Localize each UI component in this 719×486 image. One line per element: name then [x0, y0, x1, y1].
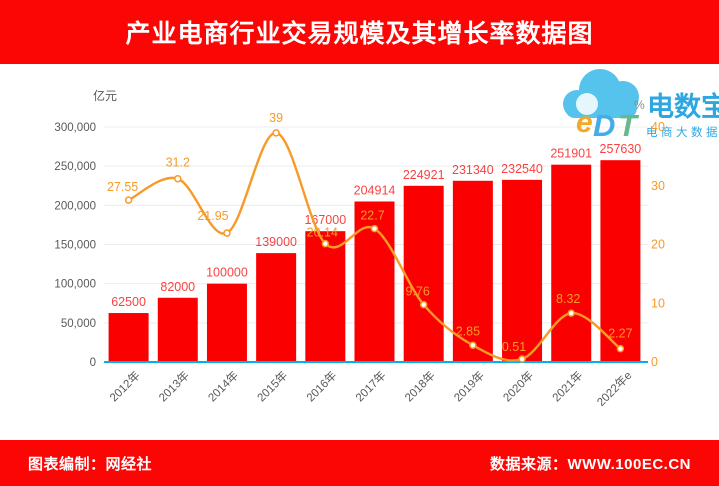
line-marker — [174, 174, 182, 183]
bar — [551, 164, 592, 362]
x-axis-tick-label: 2015年 — [254, 368, 290, 404]
chart-credit: 图表编制：网经社 — [28, 455, 153, 473]
bar — [305, 231, 346, 362]
logo-name-text: 电数宝 — [647, 91, 719, 122]
left-axis-tick-label: 150,000 — [54, 240, 96, 252]
bar-value-label: 251901 — [550, 147, 592, 161]
x-axis-tick-label: 2016年 — [303, 368, 339, 404]
right-axis-tick-label: 40 — [651, 120, 665, 134]
bar — [600, 160, 641, 362]
bar-value-label: 62500 — [111, 295, 146, 309]
x-axis-tick-label: 2021年 — [549, 368, 585, 404]
left-axis-tick-label: 200,000 — [54, 200, 96, 212]
x-axis-tick-label: 2018年 — [402, 368, 438, 404]
left-axis-tick-label: 50,000 — [61, 318, 96, 330]
logo: eDT电数宝电商大数据库 — [563, 69, 719, 143]
line-marker — [567, 309, 575, 317]
line-marker — [419, 300, 428, 309]
footer-bar: 图表编制：网经社 数据来源：WWW.100EC.CN — [0, 440, 719, 486]
right-axis-unit-label: % — [634, 98, 645, 112]
line-marker — [616, 344, 625, 353]
title-bar: 产业电商行业交易规模及其增长率数据图 — [0, 0, 719, 64]
line-marker — [124, 196, 133, 204]
bar — [502, 179, 543, 362]
line-value-label: 9.76 — [406, 285, 430, 299]
bar-value-label: 232540 — [501, 162, 543, 176]
bar — [157, 297, 198, 362]
left-axis-tick-label: 300,000 — [54, 122, 96, 134]
line-value-label: 31.2 — [166, 156, 190, 170]
left-axis-tick-label: 100,000 — [54, 279, 96, 291]
logo-letter-t: T — [618, 108, 640, 143]
left-axis-tick-label: 250,000 — [54, 161, 96, 173]
line-value-label: 20.14 — [307, 226, 338, 240]
line-value-label: 8.32 — [556, 292, 580, 306]
logo-subtitle-text: 电商大数据库 — [646, 125, 719, 139]
bar-value-label: 139000 — [255, 235, 297, 249]
logo-letter-e: e — [576, 106, 593, 139]
right-axis-tick-label: 10 — [651, 296, 665, 310]
x-axis-tick-label: 2022年e — [594, 368, 635, 409]
line-marker — [223, 229, 231, 237]
right-axis-tick-label: 0 — [651, 355, 658, 369]
page-title: 产业电商行业交易规模及其增长率数据图 — [125, 20, 594, 48]
line-marker — [518, 355, 526, 363]
right-axis-tick-label: 30 — [651, 179, 665, 193]
x-axis-tick-label: 2012年 — [107, 368, 143, 404]
bar-value-label: 231340 — [452, 163, 494, 177]
line-value-label: 0.51 — [502, 340, 526, 354]
x-axis-tick-label: 2020年 — [500, 368, 536, 404]
line-value-label: 22.7 — [360, 209, 384, 223]
bar — [403, 185, 444, 362]
x-axis-tick-label: 2014年 — [205, 368, 241, 404]
data-source: 数据来源：WWW.100EC.CN — [489, 455, 691, 473]
bar — [452, 180, 493, 362]
right-axis-tick-label: 20 — [651, 238, 665, 252]
line-value-label: 27.55 — [107, 180, 138, 194]
bar — [206, 283, 247, 362]
left-axis-unit-label: 亿元 — [93, 88, 117, 103]
logo-cloud-hole — [576, 93, 598, 115]
line-value-label: 21.95 — [197, 209, 228, 223]
x-axis-tick-label: 2017年 — [352, 368, 388, 404]
line-value-label: 39 — [269, 111, 283, 125]
bar-value-label: 257630 — [600, 142, 642, 156]
line-marker — [321, 239, 330, 248]
line-marker — [370, 224, 379, 233]
x-axis-tick-label: 2019年 — [451, 368, 487, 404]
line-marker — [272, 129, 280, 137]
bar — [108, 313, 149, 362]
bar-value-label: 82000 — [160, 280, 195, 294]
left-axis-tick-label: 0 — [90, 357, 96, 369]
bar-value-label: 224921 — [403, 168, 445, 182]
bar-value-label: 100000 — [206, 266, 248, 280]
line-value-label: 2.85 — [456, 324, 480, 338]
logo-letter-d: D — [593, 108, 615, 143]
x-axis-tick-label: 2013年 — [156, 368, 192, 404]
growth-line — [128, 131, 622, 362]
line-value-label: 2.27 — [608, 327, 632, 341]
bar — [256, 253, 297, 362]
bar-value-label: 204914 — [354, 183, 396, 197]
line-marker — [469, 341, 477, 350]
